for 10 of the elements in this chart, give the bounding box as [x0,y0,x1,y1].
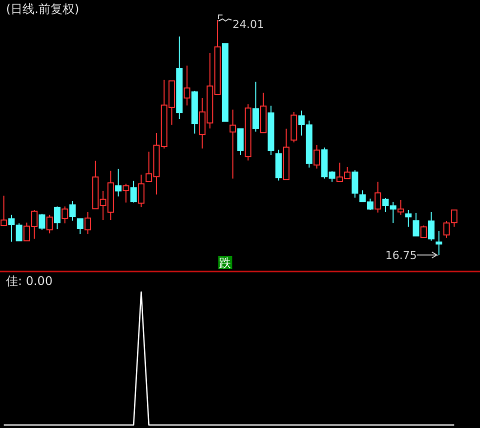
chart-title: 佳: 0.00 [6,274,53,288]
candlestick [230,109,236,180]
candlestick [184,65,190,106]
candlestick [436,230,442,256]
chart-title: (日线.前复权) [6,2,80,16]
x-tick-label: 跌 [219,256,232,270]
annotation: 16.75 [385,249,417,262]
candlestick [176,36,183,120]
annotation: 24.01 [232,18,264,31]
candlestick [115,168,122,197]
